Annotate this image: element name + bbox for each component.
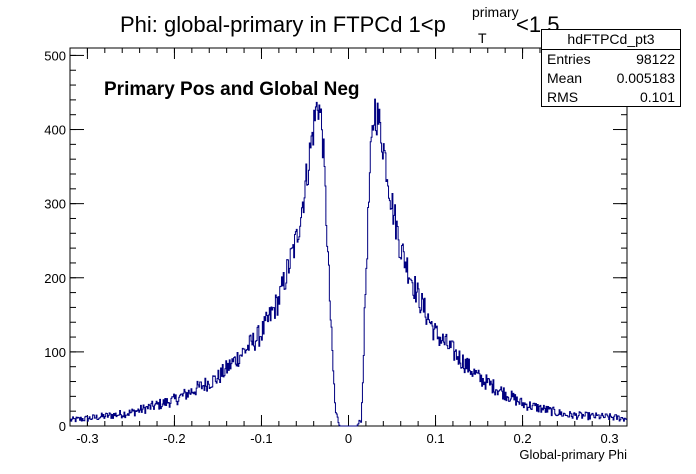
x-tick-label: 0.3 [601, 431, 619, 446]
x-axis-label: Global-primary Phi [519, 447, 627, 462]
y-tick-label: 500 [44, 48, 66, 63]
y-tick-label: 0 [59, 419, 66, 434]
stats-value: 98122 [636, 51, 675, 67]
stats-name: hdFTPCd_pt3 [542, 30, 680, 50]
stats-key: Mean [547, 70, 583, 86]
x-tick-label: 0 [345, 431, 352, 446]
stats-box: hdFTPCd_pt3 Entries 98122 Mean 0.005183 … [541, 29, 681, 107]
stats-key: Entries [547, 51, 591, 67]
x-tick-label: 0.2 [514, 431, 532, 446]
chart-title: Phi: global-primary in FTPCd 1<p primary… [120, 4, 559, 46]
stats-value: 0.101 [639, 89, 675, 105]
x-tick-label: -0.3 [76, 431, 98, 446]
annotation-text: Primary Pos and Global Neg [104, 79, 360, 100]
y-tick-label: 100 [44, 345, 66, 360]
histogram-line [70, 98, 627, 427]
stats-row-mean: Mean 0.005183 [542, 69, 680, 88]
stats-value: 0.005183 [616, 70, 675, 86]
stats-row-rms: RMS 0.101 [542, 88, 680, 107]
stats-row-entries: Entries 98122 [542, 50, 680, 69]
x-tick-label: -0.2 [163, 431, 185, 446]
x-tick-label: 0.1 [426, 431, 444, 446]
y-tick-label: 300 [44, 197, 66, 212]
title-main: Phi: global-primary in FTPCd 1<p [120, 12, 446, 37]
stats-key: RMS [547, 89, 579, 105]
x-tick-label: -0.1 [250, 431, 272, 446]
title-subscript: T [478, 30, 487, 46]
title-superscript: primary [472, 4, 519, 20]
y-tick-label: 200 [44, 271, 66, 286]
y-tick-label: 400 [44, 123, 66, 138]
